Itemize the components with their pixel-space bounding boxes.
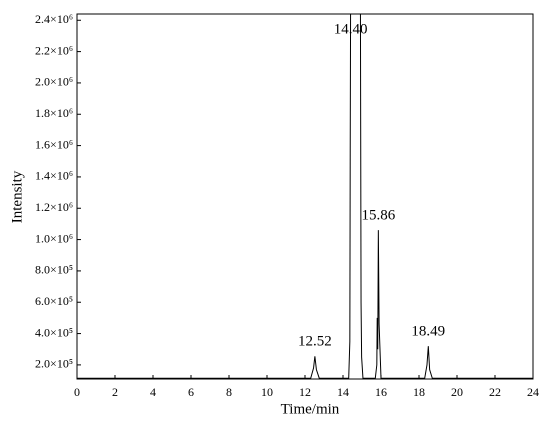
x-axis-label: Time/min <box>281 401 340 417</box>
y-tick-label: 1.4×10⁶ <box>35 169 73 183</box>
x-tick-label: 20 <box>451 385 463 399</box>
x-tick-label: 16 <box>375 385 387 399</box>
chromatogram-line <box>77 14 533 379</box>
y-tick-label: 2.0×10⁵ <box>35 357 73 371</box>
plot-frame <box>76 13 534 380</box>
x-tick-label: 12 <box>299 385 311 399</box>
plot-area <box>77 14 533 379</box>
x-tick-label: 22 <box>489 385 501 399</box>
y-tick-label: 1.2×10⁶ <box>35 200 73 214</box>
peak-label: 14.40 <box>334 21 368 37</box>
peak-label: 18.49 <box>411 324 445 340</box>
y-tick-label: 8.0×10⁵ <box>35 263 73 277</box>
x-tick-label: 24 <box>527 385 539 399</box>
x-tick-label: 14 <box>337 385 349 399</box>
y-tick-label: 2.4×10⁶ <box>35 12 73 26</box>
x-tick-label: 10 <box>261 385 273 399</box>
peak-label: 12.52 <box>298 334 332 350</box>
peak-label: 15.86 <box>361 208 395 224</box>
y-tick-label: 1.0×10⁶ <box>35 231 73 245</box>
y-tick-label: 1.6×10⁶ <box>35 137 73 151</box>
y-tick-label: 6.0×10⁵ <box>35 294 73 308</box>
x-tick-label: 4 <box>150 385 156 399</box>
x-tick-label: 18 <box>413 385 425 399</box>
y-tick-label: 4.0×10⁵ <box>35 325 73 339</box>
y-tick-label: 2.2×10⁶ <box>35 43 73 57</box>
x-tick-label: 8 <box>226 385 232 399</box>
y-tick-label: 2.0×10⁶ <box>35 75 73 89</box>
x-tick-label: 2 <box>112 385 118 399</box>
y-axis-label: Intensity <box>9 170 25 223</box>
x-tick-label: 6 <box>188 385 194 399</box>
y-tick-label: 1.8×10⁶ <box>35 106 73 120</box>
x-tick-label: 0 <box>74 385 80 399</box>
